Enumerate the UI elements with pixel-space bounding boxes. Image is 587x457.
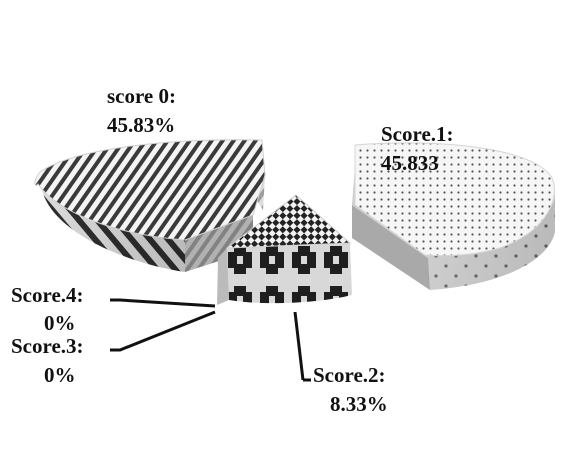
- label-value-score-0: 45.83%: [107, 113, 175, 137]
- data-label-score-4: Score.4: 0%: [11, 283, 84, 335]
- data-label-score-3: Score.3: 0%: [11, 334, 84, 387]
- data-label-score-2: Score.2: 8.33%: [313, 363, 388, 416]
- label-name-score-1: Score.1:: [381, 122, 454, 146]
- data-label-score-0: score 0: 45.83%: [107, 84, 176, 137]
- label-value-score-2: 8.33%: [330, 392, 388, 416]
- label-name-score-0: score 0:: [107, 84, 176, 108]
- label-name-score-4: Score.4:: [11, 283, 84, 307]
- leader-line-score-3: [110, 312, 215, 350]
- label-name-score-2: Score.2:: [313, 363, 386, 387]
- label-value-score-1: 45.833: [381, 151, 439, 175]
- leader-line-score-2: [295, 312, 303, 380]
- label-value-score-4: 0%: [44, 311, 76, 335]
- label-value-score-3: 0%: [44, 363, 76, 387]
- label-name-score-3: Score.3:: [11, 334, 84, 358]
- leader-line-score-4: [110, 300, 215, 306]
